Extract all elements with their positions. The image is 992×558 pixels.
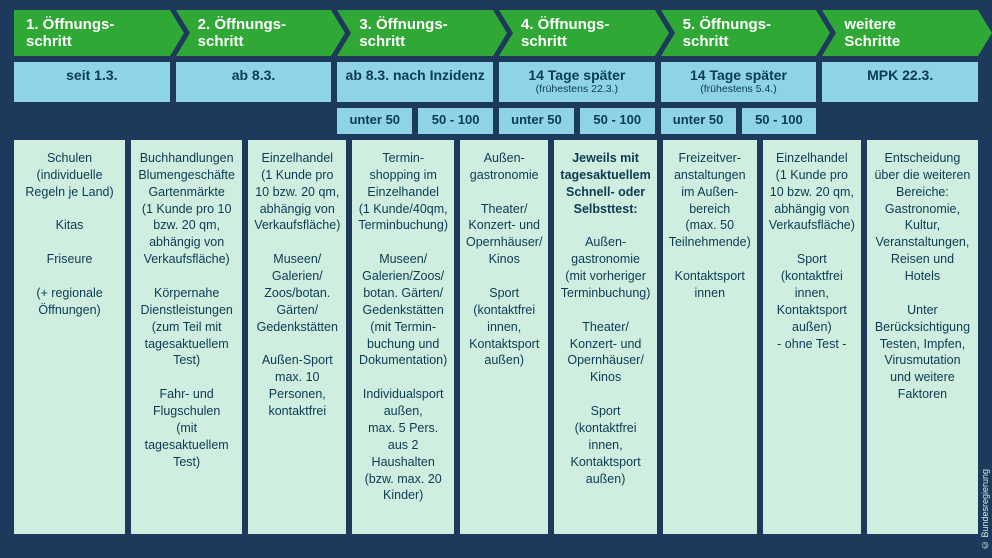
incidence-5-under50: unter 50 [661, 108, 736, 134]
card-step-2: Buchhandlungen Blumengeschäfte Gartenmär… [131, 140, 242, 534]
step-4-header: 4. Öffnungs- schritt [499, 10, 655, 56]
date-4-sub: (frühestens 22.3.) [501, 84, 653, 96]
card-step-5-under50: Freizeitver- anstaltungen im Außen- bere… [663, 140, 757, 534]
image-credit: © Bundesregierung [980, 469, 990, 550]
card-step-4b-body: Außen- gastronomie (mit vorheriger Termi… [561, 235, 651, 485]
incidence-empty-2 [176, 108, 332, 134]
incidence-row: unter 50 50 - 100 unter 50 50 - 100 unte… [14, 108, 978, 134]
date-6: MPK 22.3. [822, 62, 978, 102]
card-step-4b-lead: Jeweils mit tagesaktuellem Schnell- oder… [560, 151, 650, 216]
incidence-empty-6 [822, 108, 978, 134]
card-step-5-50-100: Einzelhandel (1 Kunde pro 10 bzw. 20 qm,… [763, 140, 861, 534]
incidence-5-50-100: 50 - 100 [742, 108, 817, 134]
card-step-4-under50: Außen- gastronomie Theater/ Konzert- und… [460, 140, 548, 534]
incidence-4-under50: unter 50 [499, 108, 574, 134]
incidence-empty-1 [14, 108, 170, 134]
content-row: Schulen (individuelle Regeln je Land) Ki… [14, 140, 978, 534]
card-step-4-50-100: Jeweils mit tagesaktuellem Schnell- oder… [554, 140, 656, 534]
step-further-header: weitere Schritte [822, 10, 978, 56]
incidence-3-under50: unter 50 [337, 108, 412, 134]
date-4-main: 14 Tage später [528, 67, 625, 83]
date-5-main: 14 Tage später [690, 67, 787, 83]
card-step-3-50-100: Termin- shopping im Einzelhandel (1 Kund… [352, 140, 454, 534]
date-5: 14 Tage später(frühestens 5.4.) [661, 62, 817, 102]
step-1-header: 1. Öffnungs- schritt [14, 10, 170, 56]
date-3-main: ab 8.3. nach Inzidenz [346, 67, 485, 83]
date-6-main: MPK 22.3. [867, 67, 933, 83]
incidence-4-50-100: 50 - 100 [580, 108, 655, 134]
date-5-sub: (frühestens 5.4.) [663, 84, 815, 96]
card-step-1: Schulen (individuelle Regeln je Land) Ki… [14, 140, 125, 534]
step-5-header: 5. Öffnungs- schritt [661, 10, 817, 56]
date-1-main: seit 1.3. [66, 67, 117, 83]
date-row: seit 1.3. ab 8.3. ab 8.3. nach Inzidenz … [14, 62, 978, 102]
step-2-header: 2. Öffnungs- schritt [176, 10, 332, 56]
card-step-further: Entscheidung über die weiteren Bereiche:… [867, 140, 978, 534]
step-3-header: 3. Öffnungs- schritt [337, 10, 493, 56]
date-2-main: ab 8.3. [232, 67, 276, 83]
step-header-row: 1. Öffnungs- schritt 2. Öffnungs- schrit… [14, 10, 978, 56]
date-2: ab 8.3. [176, 62, 332, 102]
card-step-3-under50: Einzelhandel (1 Kunde pro 10 bzw. 20 qm,… [248, 140, 346, 534]
incidence-3-50-100: 50 - 100 [418, 108, 493, 134]
date-1: seit 1.3. [14, 62, 170, 102]
date-3: ab 8.3. nach Inzidenz [337, 62, 493, 102]
date-4: 14 Tage später(frühestens 22.3.) [499, 62, 655, 102]
